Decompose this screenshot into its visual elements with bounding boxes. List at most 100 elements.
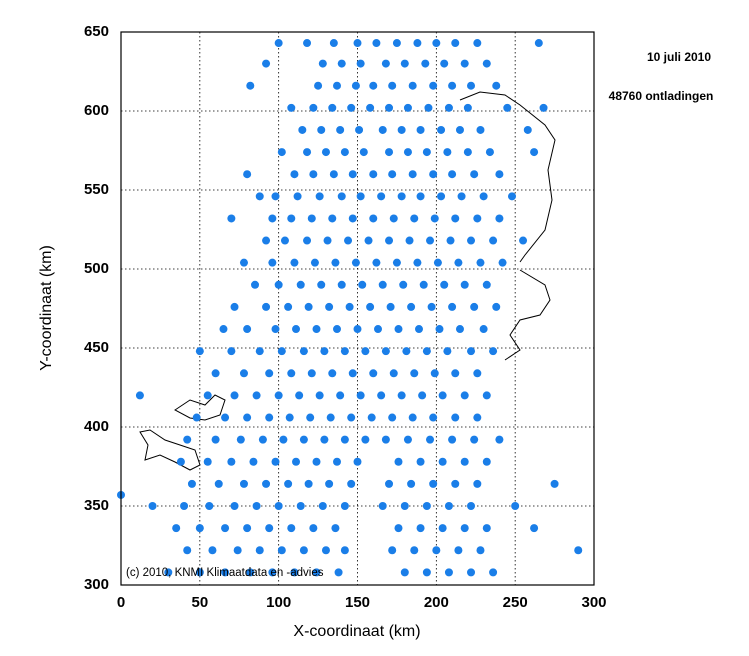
lightning-point	[492, 81, 501, 90]
lightning-point	[293, 192, 302, 201]
lightning-point	[392, 258, 401, 267]
lightning-point	[534, 39, 543, 48]
plot-area	[117, 31, 595, 586]
lightning-point	[333, 457, 342, 466]
lightning-point	[508, 192, 517, 201]
lightning-point	[394, 457, 403, 466]
lightning-point	[426, 435, 435, 444]
lightning-point	[467, 502, 476, 510]
lightning-point	[451, 369, 460, 378]
lightning-point	[451, 479, 460, 488]
lightning-point	[424, 103, 433, 112]
lightning-point	[318, 59, 327, 68]
lightning-point	[430, 214, 439, 223]
lightning-point	[355, 125, 364, 134]
lightning-point	[348, 170, 357, 179]
lightning-point	[433, 258, 442, 267]
lightning-point	[249, 457, 258, 466]
lightning-point	[285, 413, 294, 422]
lightning-point	[550, 479, 559, 488]
lightning-point	[473, 369, 482, 378]
x-tick-label: 0	[117, 594, 125, 611]
lightning-point	[337, 59, 346, 68]
lightning-point	[422, 148, 431, 157]
lightning-point	[328, 103, 337, 112]
lightning-point	[400, 568, 409, 577]
lightning-point	[377, 192, 386, 201]
lightning-point	[369, 369, 378, 378]
lightning-point	[347, 103, 356, 112]
lightning-point	[334, 568, 343, 577]
lightning-point	[284, 479, 293, 488]
lightning-point	[298, 125, 307, 134]
lightning-point	[448, 81, 457, 90]
lightning-point	[214, 479, 223, 488]
lightning-point	[467, 236, 476, 245]
lightning-point	[511, 502, 520, 510]
lightning-point	[262, 59, 271, 68]
lightning-point	[438, 391, 447, 400]
x-axis-label: X-coordinaat (km)	[293, 623, 420, 640]
lightning-point	[429, 170, 438, 179]
lightning-point	[321, 546, 330, 555]
lightning-point	[482, 59, 491, 68]
lightning-point	[416, 524, 425, 533]
lightning-point	[195, 568, 204, 577]
lightning-point	[388, 81, 397, 90]
lightning-point	[287, 103, 296, 112]
lightning-point	[467, 568, 476, 577]
lightning-point	[310, 258, 319, 267]
annotation: (c) 2010, KNMI Klimaatdata en -advies	[126, 567, 324, 579]
coastline	[139, 91, 556, 471]
lightning-point	[440, 280, 449, 289]
lightning-point	[312, 457, 321, 466]
lightning-point	[320, 347, 329, 356]
x-tick-label: 200	[424, 594, 449, 611]
lightning-point	[329, 170, 338, 179]
lightning-point	[243, 170, 252, 179]
lightning-point	[277, 148, 286, 157]
lightning-point	[148, 502, 157, 510]
lightning-point	[325, 302, 334, 311]
x-tick-label: 100	[266, 594, 291, 611]
lightning-point	[359, 148, 368, 157]
lightning-point	[479, 325, 488, 334]
lightning-point	[460, 391, 469, 400]
lightning-point	[388, 413, 397, 422]
lightning-point	[386, 302, 395, 311]
lightning-point	[482, 391, 491, 400]
lightning-point	[530, 524, 539, 533]
lightning-point	[340, 546, 349, 555]
lightning-point	[344, 236, 353, 245]
lightning-point	[243, 325, 252, 334]
lightning-point	[246, 81, 255, 90]
lightning-point	[255, 192, 264, 201]
lightning-point	[299, 435, 308, 444]
lightning-point	[307, 214, 316, 223]
lightning-point	[314, 81, 323, 90]
lightning-point	[454, 546, 463, 555]
lightning-point	[385, 148, 394, 157]
x-tick-label: 250	[503, 594, 528, 611]
lightning-point	[318, 502, 327, 510]
lightning-point	[351, 258, 360, 267]
lightning-point	[408, 81, 417, 90]
lightning-point	[239, 479, 248, 488]
lightning-point	[429, 413, 438, 422]
lightning-point	[221, 524, 230, 533]
lightning-point	[340, 148, 349, 157]
lightning-point	[252, 391, 261, 400]
lightning-point	[304, 302, 313, 311]
lightning-point	[476, 125, 485, 134]
lightning-point	[255, 347, 264, 356]
lightning-point	[195, 347, 204, 356]
lightning-point	[403, 103, 412, 112]
x-tick-label: 300	[581, 594, 606, 611]
lightning-point	[315, 391, 324, 400]
lightning-point	[419, 280, 428, 289]
lightning-point	[292, 325, 301, 334]
lightning-point	[413, 39, 422, 48]
lightning-point	[227, 347, 236, 356]
lightning-point	[574, 546, 583, 555]
chart-title: 10 juli 2010	[647, 50, 711, 64]
